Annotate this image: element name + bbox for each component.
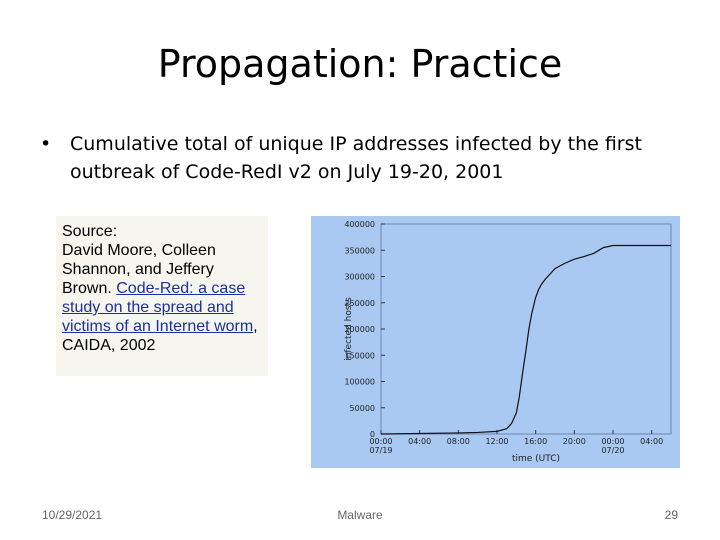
x-axis-label: time (UTC) [512, 454, 560, 464]
infection-chart: 0 50000 100000 150000 200000 250000 300000 3500… [311, 216, 680, 468]
x-tick-label: 20:00 [563, 437, 586, 446]
infected-hosts-series-line [380, 244, 671, 435]
x-tick-label: 00:00 [369, 437, 392, 446]
x-tick-label: 04:00 [640, 437, 663, 446]
x-tick-label: 16:00 [524, 437, 547, 446]
source-label: Source: [62, 223, 118, 240]
infection-chart-svg: 0 50000 100000 150000 200000 250000 300000 3500… [344, 220, 672, 464]
x-tick-label: 07/19 [369, 446, 392, 455]
y-tick-label: 250000 [344, 299, 375, 308]
footer-title: Malware [337, 508, 383, 522]
x-tick-label: 12:00 [485, 437, 508, 446]
source-paper-link[interactable]: Code-Red: a case study on the spread and… [62, 280, 254, 335]
y-tick-label: 400000 [344, 220, 375, 229]
plot-frame [380, 223, 672, 435]
bullet-dot-icon: • [40, 133, 52, 155]
x-tick-label: 00:00 [601, 437, 624, 446]
source-tail: , CAIDA, 2002 [62, 318, 258, 354]
footer-date: 10/29/2021 [42, 508, 103, 522]
source-citation-box: Source: David Moore, Colleen Shannon, an… [56, 216, 268, 376]
footer-page-number: 29 [664, 508, 678, 522]
y-tick-label: 0 [370, 430, 375, 439]
slide-title: Propagation: Practice [157, 42, 563, 86]
y-axis-label: infected hosts [344, 297, 354, 361]
x-tick-label: 04:00 [408, 437, 431, 446]
y-tick-label: 50000 [350, 404, 375, 413]
bullet-text: Cumulative total of unique IP addresses … [70, 133, 642, 183]
y-tick-label: 350000 [344, 246, 375, 255]
y-tick-label: 150000 [344, 351, 375, 360]
source-authors: David Moore, Colleen Shannon, and Jeffer… [62, 242, 216, 297]
x-tick-label: 08:00 [447, 437, 470, 446]
y-tick-label: 200000 [344, 325, 375, 334]
y-tick-label: 100000 [344, 378, 375, 387]
y-tick-label: 300000 [344, 273, 375, 282]
x-tick-label: 07/20 [601, 446, 624, 455]
